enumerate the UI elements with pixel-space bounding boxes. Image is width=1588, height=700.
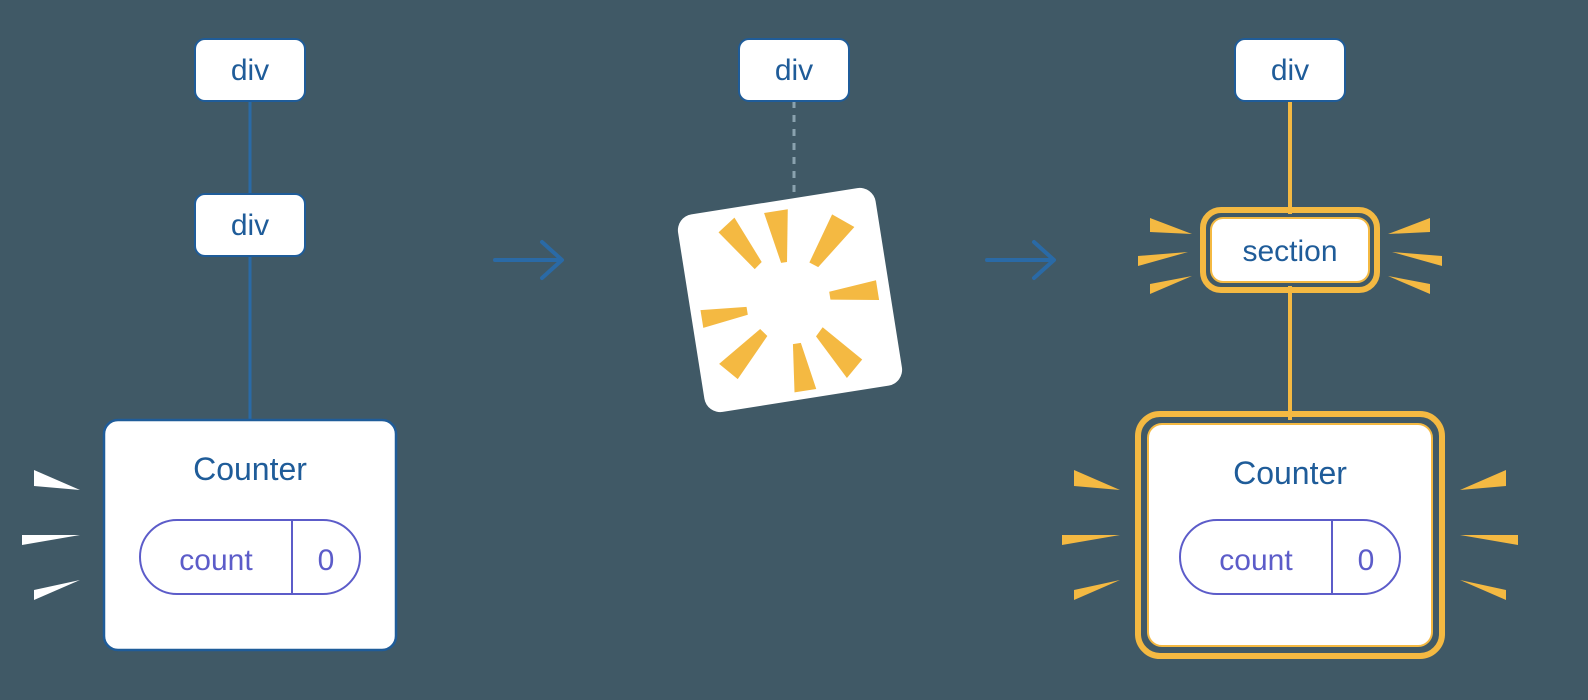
svg-text:div: div [231,209,269,242]
component-tree-diagram: div div Counter count 0 div [0,0,1588,700]
node-right-section: section [1203,210,1377,290]
svg-text:div: div [775,54,813,87]
svg-text:Counter: Counter [193,451,307,487]
svg-text:Counter: Counter [1233,455,1347,491]
svg-text:section: section [1242,235,1337,268]
arrow-1 [495,242,562,278]
sparks-left-counter [22,470,80,600]
svg-text:0: 0 [318,544,335,577]
svg-text:0: 0 [1358,544,1375,577]
node-left-div-1: div [195,39,305,101]
arrow-2 [987,242,1054,278]
svg-text:count: count [179,544,253,577]
svg-text:div: div [1271,54,1309,87]
svg-text:div: div [231,54,269,87]
node-right-counter: Counter count 0 [1138,414,1442,656]
node-middle-div: div [739,39,849,101]
poof-icon [676,186,905,415]
node-left-div-2: div [195,194,305,256]
svg-text:count: count [1219,544,1293,577]
node-right-div: div [1235,39,1345,101]
node-left-counter: Counter count 0 [104,420,396,650]
